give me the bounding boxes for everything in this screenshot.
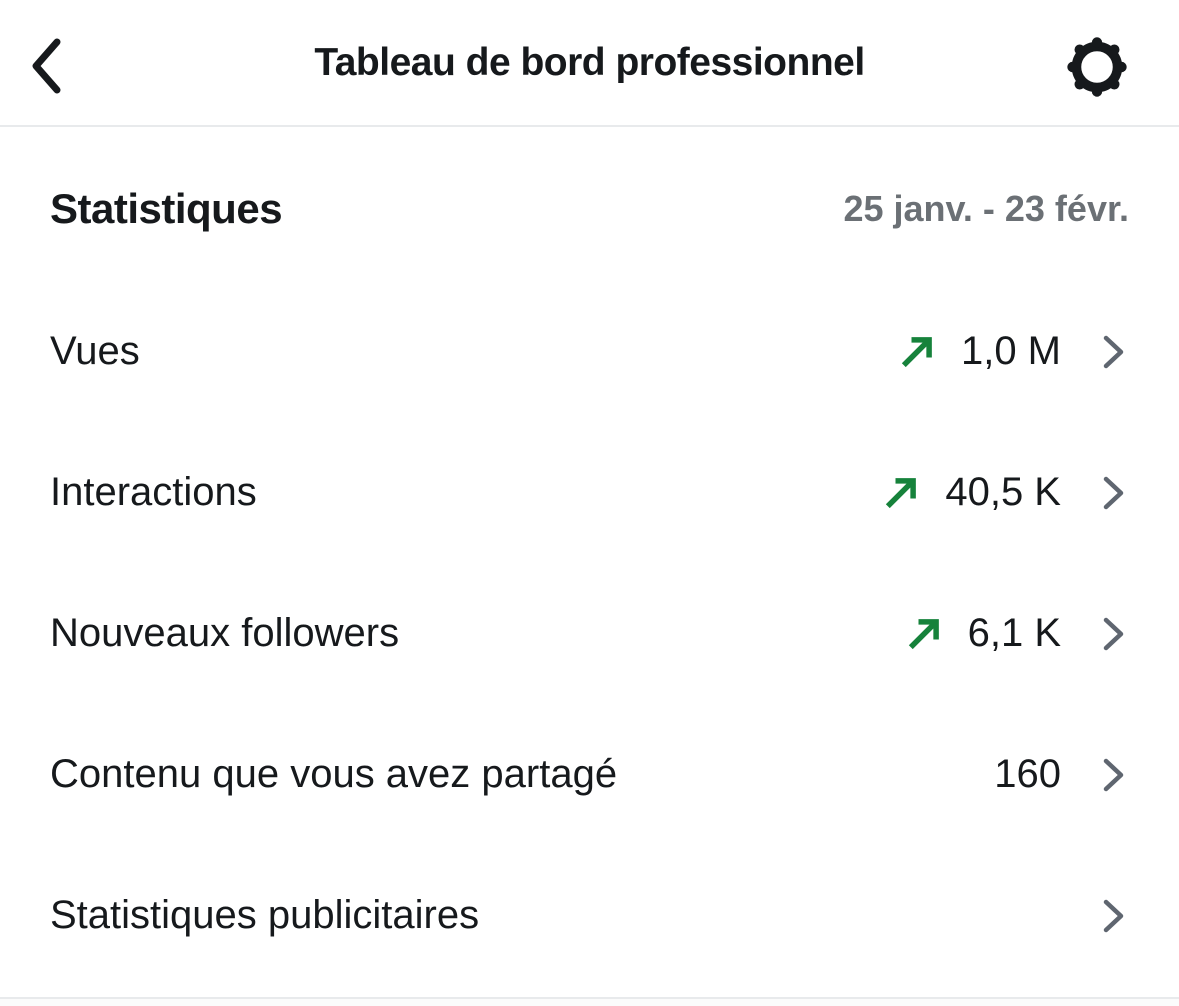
stat-label: Nouveaux followers — [50, 611, 400, 655]
chevron-right-icon — [1103, 476, 1124, 509]
statistics-section: Statistiques 25 janv. - 23 févr. Vues 1,… — [0, 169, 1179, 986]
page-title: Tableau de bord professionnel — [314, 40, 865, 84]
stat-value: 6,1 K — [967, 611, 1061, 655]
stat-label: Vues — [50, 329, 140, 373]
gear-icon — [1067, 37, 1127, 97]
chevron-left-icon — [32, 38, 61, 94]
stat-value: 40,5 K — [945, 470, 1061, 514]
stat-label: Statistiques publicitaires — [50, 893, 480, 937]
chevron-right-icon — [1103, 335, 1124, 368]
date-range: 25 janv. - 23 févr. — [843, 188, 1129, 229]
trend-up-icon — [901, 336, 932, 367]
statistics-title: Statistiques — [50, 185, 283, 232]
stat-value: 1,0 M — [960, 329, 1061, 373]
back-button[interactable] — [22, 32, 70, 100]
stat-label: Interactions — [50, 470, 257, 514]
statistics-header: Statistiques 25 janv. - 23 févr. — [50, 169, 1129, 249]
stat-rows: Vues 1,0 M Interactions — [50, 281, 1129, 986]
stat-row-contenu-partage[interactable]: Contenu que vous avez partagé 160 — [50, 704, 1129, 845]
stat-row-statistiques-publicitaires[interactable]: Statistiques publicitaires — [50, 845, 1129, 986]
trend-up-icon — [908, 618, 939, 649]
stat-row-interactions[interactable]: Interactions 40,5 K — [50, 422, 1129, 563]
settings-button[interactable] — [1062, 32, 1132, 102]
chevron-right-icon — [1103, 758, 1124, 791]
stat-value: 160 — [994, 752, 1061, 796]
chevron-right-icon — [1103, 617, 1124, 650]
stat-row-nouveaux-followers[interactable]: Nouveaux followers 6,1 K — [50, 563, 1129, 704]
trend-up-icon — [886, 477, 917, 508]
section-divider — [0, 997, 1179, 1006]
chevron-right-icon — [1103, 899, 1124, 932]
header-bar: Tableau de bord professionnel — [0, 0, 1179, 127]
stat-label: Contenu que vous avez partagé — [50, 752, 618, 796]
stat-row-vues[interactable]: Vues 1,0 M — [50, 281, 1129, 422]
